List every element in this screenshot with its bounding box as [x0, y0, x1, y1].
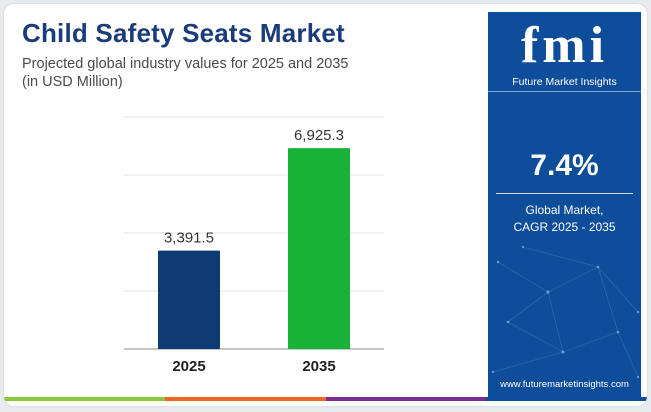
x-tick-label-2025: 2025	[172, 358, 205, 375]
logo-divider	[488, 91, 641, 92]
cagr-divider	[496, 193, 633, 194]
cagr-label-line-1: Global Market,	[525, 203, 604, 217]
logo-subtitle: Future Market Insights	[512, 76, 617, 88]
data-label-2025: 3,391.5	[164, 230, 214, 247]
footer-stripe-4	[486, 397, 647, 401]
subtitle-line-2: (in USD Million)	[22, 74, 123, 90]
network-pattern-decoration	[491, 245, 640, 379]
bar-2025	[158, 250, 220, 349]
data-label-2035: 6,925.3	[294, 127, 344, 144]
cagr-value: 7.4%	[530, 149, 599, 182]
chart-title: Child Safety Seats Market	[22, 18, 345, 48]
bar-chart: 3,391.5 2025 6,925.3 2035	[124, 116, 384, 375]
footer-stripe-3	[325, 397, 487, 401]
subtitle-line-1: Projected global industry values for 202…	[22, 56, 349, 72]
footer-stripe-1	[4, 397, 165, 401]
fmi-logo: fmi	[520, 17, 609, 74]
side-panel: fmi Future Market Insights 7.4% Global M…	[488, 12, 641, 398]
bar-2035	[288, 148, 350, 349]
cagr-label: Global Market, CAGR 2025 - 2035	[488, 202, 641, 236]
chart-subtitle: Projected global industry values for 202…	[22, 55, 462, 91]
footer-stripe-2	[164, 397, 326, 401]
x-tick-label-2035: 2035	[302, 358, 335, 375]
website-url: www.futuremarketinsights.com	[500, 379, 629, 390]
infographic-card: Child Safety Seats Market Projected glob…	[4, 4, 647, 406]
footer-color-stripe	[4, 397, 647, 401]
cagr-label-line-2: CAGR 2025 - 2035	[513, 220, 616, 234]
